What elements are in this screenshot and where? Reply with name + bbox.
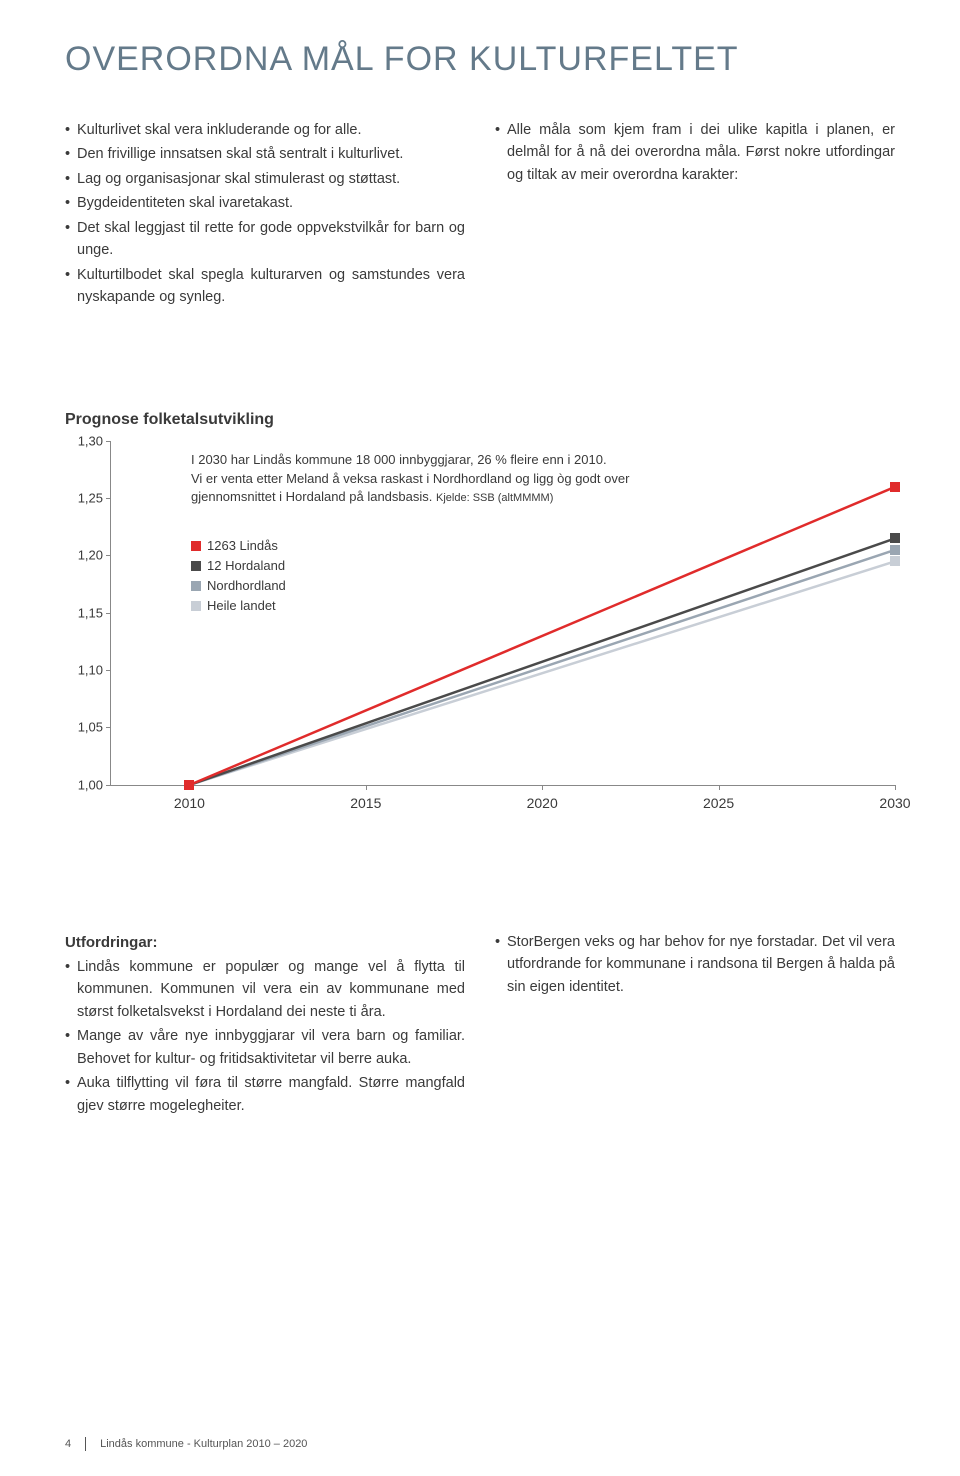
- chart-note-source: Kjelde: SSB (altMMMM): [436, 492, 553, 504]
- y-axis-tick: [106, 498, 111, 499]
- utfordringar-heading: Utfordringar:: [65, 931, 465, 954]
- legend-label: 1263 Lindås: [207, 536, 278, 556]
- x-axis-tick: [542, 785, 543, 790]
- intro-right: Alle måla som kjem fram i dei ulike kapi…: [495, 119, 895, 311]
- chart-line: [189, 550, 895, 785]
- chart-title: Prognose folketalsutvikling: [65, 411, 895, 429]
- legend-swatch: [191, 541, 201, 551]
- chart-end-marker: [890, 533, 900, 543]
- chart-end-marker: [890, 482, 900, 492]
- intro-bullet: Det skal leggjast til rette for gode opp…: [65, 217, 465, 262]
- intro-bullet: Kulturlivet skal vera inkluderande og fo…: [65, 119, 465, 141]
- x-axis-label: 2025: [703, 795, 734, 811]
- legend-label: Nordhordland: [207, 576, 286, 596]
- legend-item: Heile landet: [191, 596, 286, 616]
- legend-item: 1263 Lindås: [191, 536, 286, 556]
- chart-end-marker: [890, 545, 900, 555]
- legend-label: Heile landet: [207, 596, 276, 616]
- y-axis-label: 1,30: [78, 433, 103, 448]
- y-axis-label: 1,00: [78, 777, 103, 792]
- x-axis-tick: [719, 785, 720, 790]
- y-axis-label: 1,20: [78, 548, 103, 563]
- intro-left: Kulturlivet skal vera inkluderande og fo…: [65, 119, 465, 311]
- chart-note-line1: I 2030 har Lindås kommune 18 000 innbygg…: [191, 452, 607, 467]
- legend-label: 12 Hordaland: [207, 556, 285, 576]
- utfordringar-bullet: Mange av våre nye innbyggjarar vil vera …: [65, 1025, 465, 1070]
- y-axis-tick: [106, 613, 111, 614]
- chart-note-line2: Vi er venta etter Meland å veksa raskast…: [191, 471, 629, 505]
- y-axis-label: 1,15: [78, 605, 103, 620]
- utfordringar-left: Utfordringar: Lindås kommune er populær …: [65, 931, 465, 1120]
- chart-line: [189, 538, 895, 785]
- page-number: 4: [65, 1438, 71, 1450]
- y-axis-tick: [106, 555, 111, 556]
- utfordringar-columns: Utfordringar: Lindås kommune er populær …: [65, 931, 895, 1120]
- y-axis-label: 1,25: [78, 491, 103, 506]
- intro-columns: Kulturlivet skal vera inkluderande og fo…: [65, 119, 895, 311]
- chart-note: I 2030 har Lindås kommune 18 000 innbygg…: [191, 451, 711, 508]
- intro-bullet: Den frivillige innsatsen skal stå sentra…: [65, 143, 465, 165]
- intro-bullet: Bygdeidentiteten skal ivaretakast.: [65, 192, 465, 214]
- y-axis-tick: [106, 670, 111, 671]
- legend-item: 12 Hordaland: [191, 556, 286, 576]
- y-axis-label: 1,05: [78, 720, 103, 735]
- utfordringar-bullet: StorBergen veks og har behov for nye for…: [495, 931, 895, 998]
- legend-swatch: [191, 601, 201, 611]
- y-axis-label: 1,10: [78, 663, 103, 678]
- chart-line: [189, 487, 895, 785]
- legend-swatch: [191, 581, 201, 591]
- chart-section: Prognose folketalsutvikling I 2030 har L…: [65, 411, 895, 821]
- utfordringar-bullet: Lindås kommune er populær og mange vel å…: [65, 956, 465, 1023]
- chart: I 2030 har Lindås kommune 18 000 innbygg…: [65, 441, 895, 821]
- intro-bullet: Kulturtilbodet skal spegla kulturarven o…: [65, 264, 465, 309]
- x-axis-tick: [366, 785, 367, 790]
- x-axis-label: 2010: [174, 795, 205, 811]
- legend-item: Nordhordland: [191, 576, 286, 596]
- y-axis-tick: [106, 727, 111, 728]
- y-axis-tick: [106, 441, 111, 442]
- page-title: OVERORDNA MÅL FOR KULTURFELTET: [65, 40, 895, 79]
- y-axis-tick: [106, 785, 111, 786]
- x-axis-tick: [895, 785, 896, 790]
- footer-separator: [85, 1437, 86, 1451]
- chart-end-marker: [890, 556, 900, 566]
- utfordringar-bullet: Auka tilflytting vil føra til større man…: [65, 1072, 465, 1117]
- utfordringar-right: StorBergen veks og har behov for nye for…: [495, 931, 895, 1120]
- chart-line: [189, 561, 895, 785]
- chart-legend: 1263 Lindås12 HordalandNordhordlandHeile…: [191, 536, 286, 617]
- footer-text: Lindås kommune - Kulturplan 2010 – 2020: [100, 1438, 307, 1450]
- x-axis-label: 2030: [879, 795, 910, 811]
- intro-bullet: Lag og organisasjonar skal stimulerast o…: [65, 168, 465, 190]
- chart-start-marker: [184, 780, 194, 790]
- legend-swatch: [191, 561, 201, 571]
- page-footer: 4 Lindås kommune - Kulturplan 2010 – 202…: [65, 1437, 307, 1451]
- intro-bullet: Alle måla som kjem fram i dei ulike kapi…: [495, 119, 895, 186]
- x-axis-label: 2020: [527, 795, 558, 811]
- x-axis-label: 2015: [350, 795, 381, 811]
